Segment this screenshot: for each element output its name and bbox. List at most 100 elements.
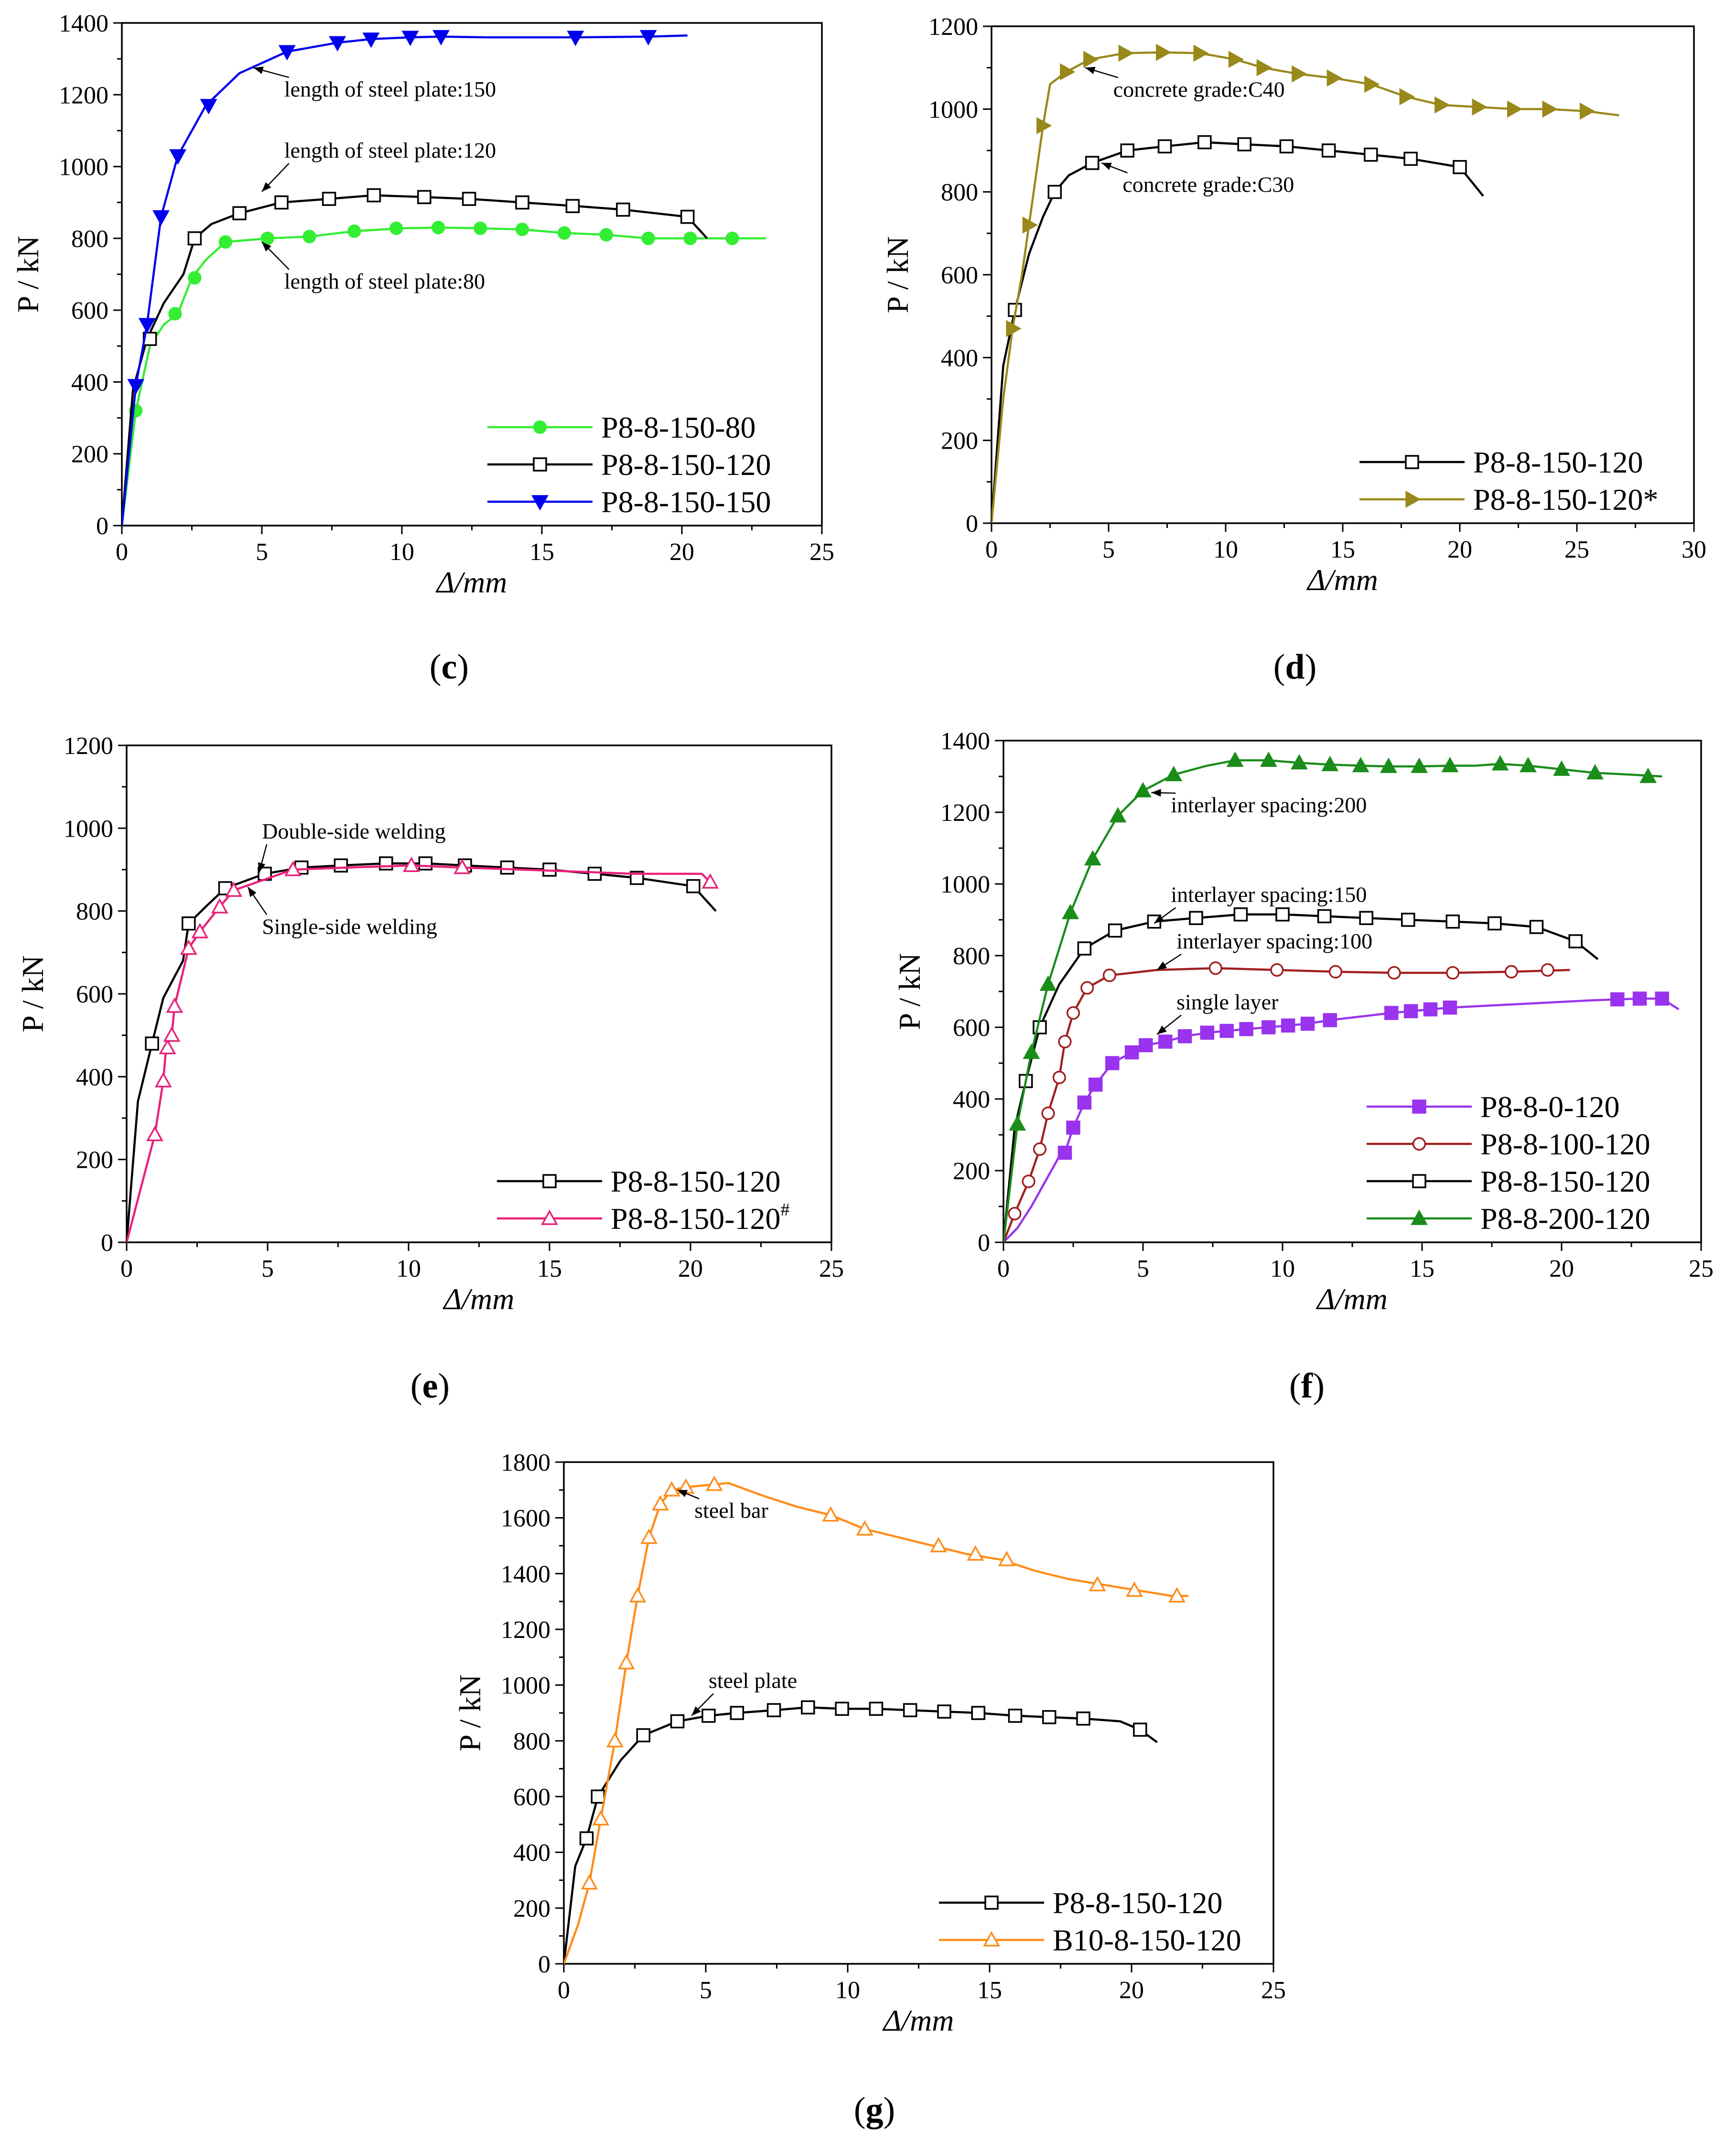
x-axis-label: Δ/mm: [1315, 1282, 1388, 1316]
data-point: [362, 32, 380, 48]
y-tick-label: 1400: [59, 10, 108, 37]
data-point: [1256, 59, 1272, 76]
data-point: [1157, 139, 1172, 154]
x-tick-label: 0: [120, 1255, 133, 1282]
chart-panel-f: 0 5 10 15 20 25 0 200 400 600 800 1000 1200 1400 Δ/mm P…: [893, 728, 1714, 1406]
y-tick-label: 1800: [501, 1449, 550, 1476]
y-tick-label: 1200: [59, 82, 108, 109]
data-point: [278, 45, 296, 61]
y-tick-label: 0: [978, 1229, 990, 1257]
legend-item: P8-8-150-120#: [497, 1200, 790, 1236]
data-point: [1445, 915, 1460, 929]
legend-marker: [1412, 1137, 1426, 1151]
data-point: [1317, 909, 1332, 924]
data-point: [1321, 755, 1339, 771]
chart-panel-d: 0 5 10 15 20 25 30 0 200 400 600 800 1000 1200 Δ/mm P /…: [881, 13, 1706, 687]
data-point: [725, 231, 739, 245]
data-point: [1233, 907, 1248, 922]
data-point: [1047, 184, 1062, 199]
data-point: [1321, 143, 1336, 158]
data-point: [670, 1714, 685, 1729]
data-point: [629, 1587, 647, 1603]
annotation-label: Double-side welding: [262, 819, 446, 843]
x-tick-label: 10: [1213, 536, 1238, 563]
legend-label-text: P8-8-150-120: [611, 1202, 781, 1236]
data-point: [1401, 913, 1415, 927]
arrow-head: [1154, 915, 1165, 924]
series-group: [122, 30, 766, 526]
data-point: [1155, 43, 1172, 61]
data-point: [1189, 911, 1203, 925]
caption-close: ): [884, 2090, 895, 2130]
x-tick-label: 20: [669, 538, 694, 566]
data-point: [1219, 1023, 1234, 1038]
x-tick-label: 10: [389, 538, 414, 566]
data-point: [200, 99, 217, 115]
data-point: [606, 1732, 624, 1748]
data-point: [1022, 1174, 1035, 1188]
caption-close: ): [1313, 1367, 1325, 1406]
data-point: [169, 149, 187, 165]
caption-letter: c: [442, 647, 457, 687]
data-point: [1124, 1045, 1139, 1060]
data-point: [401, 31, 419, 46]
panel-caption: (f): [1289, 1367, 1325, 1406]
data-point: [138, 318, 156, 334]
data-point: [1033, 1142, 1047, 1156]
y-tick-label: 400: [76, 1064, 113, 1091]
data-point: [1126, 1581, 1143, 1597]
y-tick-label: 1200: [501, 1616, 550, 1644]
legend-marker: [1412, 1099, 1426, 1114]
legend-label: B10-8-150-120: [1053, 1923, 1241, 1957]
panel-caption: (e): [410, 1367, 450, 1406]
data-point: [180, 939, 197, 955]
data-point: [1453, 160, 1467, 174]
data-point: [1488, 916, 1502, 931]
data-point: [1262, 1020, 1276, 1034]
legend-marker: [541, 1209, 558, 1225]
data-point: [1066, 1006, 1080, 1020]
x-tick-label: 15: [1410, 1255, 1434, 1282]
annotation-label: length of steel plate:150: [284, 77, 496, 101]
legend-marker: [1405, 455, 1419, 469]
data-point: [1275, 907, 1290, 922]
data-point: [146, 1126, 163, 1141]
data-point: [1165, 765, 1183, 781]
legend-item: P8-8-150-120: [497, 1164, 781, 1198]
caption-open: (: [410, 1367, 422, 1406]
data-point: [145, 1036, 159, 1051]
data-point: [1006, 320, 1022, 337]
data-point: [617, 1654, 635, 1669]
y-tick-label: 1400: [501, 1561, 550, 1588]
data-point: [557, 226, 571, 240]
data-point: [1076, 1711, 1090, 1726]
legend-item: P8-8-150-120: [939, 1886, 1223, 1920]
legend-label: P8-8-100-120: [1480, 1127, 1650, 1161]
legend-marker: [983, 1931, 1000, 1947]
data-point: [1403, 1004, 1418, 1018]
caption-letter: e: [422, 1367, 438, 1406]
data-point: [1208, 961, 1222, 975]
data-point: [225, 881, 243, 897]
x-tick-label: 20: [1119, 1977, 1144, 2004]
caption-close: ): [457, 647, 469, 687]
data-point: [1105, 1056, 1120, 1070]
data-point: [1077, 1095, 1092, 1110]
data-point: [432, 30, 450, 46]
data-point: [1052, 1070, 1066, 1085]
legend-item: P8-8-150-120: [1359, 445, 1643, 479]
data-point: [1472, 98, 1488, 116]
data-point: [1403, 151, 1418, 166]
data-point: [903, 1703, 917, 1717]
x-tick-label: 25: [809, 538, 834, 566]
data-point: [1384, 1006, 1399, 1020]
data-point: [1411, 757, 1428, 773]
y-tick-label: 800: [76, 898, 113, 926]
data-point: [515, 195, 529, 210]
data-point: [1441, 756, 1459, 773]
arrow-head: [262, 182, 271, 192]
arrow-head: [253, 66, 264, 74]
legend-item: P8-8-150-120*: [1359, 483, 1659, 517]
y-tick-label: 600: [71, 297, 108, 324]
data-point: [389, 221, 403, 235]
